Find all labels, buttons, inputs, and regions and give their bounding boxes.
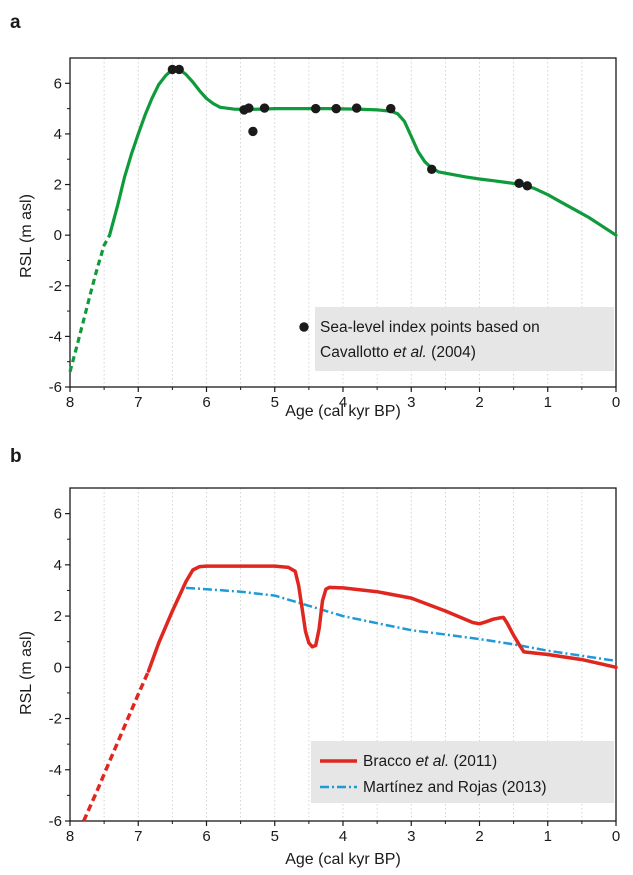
panel-b-xlabel: Age (cal kyr BP) (285, 851, 401, 868)
y-tick-label: -6 (49, 379, 62, 396)
x-tick-label: 4 (339, 828, 347, 845)
index-point (386, 103, 396, 114)
panel-b-legend: Bracco et al. (2011) Martínez and Rojas … (311, 741, 614, 803)
rsl-curve (108, 67, 618, 237)
y-tick-label: 4 (54, 557, 62, 574)
panel-a-legend-marker (299, 322, 309, 332)
panel-a-axes: 8 7 6 5 4 3 2 1 0 -6 -4 -2 0 2 4 6 (49, 57, 620, 411)
panel-b-legend-martinez: Martínez and Rojas (2013) (363, 779, 547, 796)
index-point (244, 103, 254, 113)
panel-a-legend-box (315, 307, 614, 371)
x-tick-label: 2 (475, 394, 483, 411)
y-tick-label: -2 (49, 711, 62, 728)
martinez-curve (185, 586, 617, 663)
index-point (167, 64, 178, 75)
y-tick-label: 2 (54, 608, 62, 625)
x-tick-label: 3 (407, 394, 415, 411)
legend-line2-year: (2004) (431, 344, 476, 361)
y-tick-label: -2 (49, 278, 62, 295)
panel-a-grid (103, 58, 583, 387)
index-point (174, 64, 184, 75)
index-point (248, 126, 258, 137)
y-tick-label: 6 (54, 75, 62, 92)
y-tick-label: 6 (54, 506, 62, 523)
panel-a-legend-line1: Sea-level index points based on (320, 319, 540, 336)
x-tick-label: 5 (271, 828, 279, 845)
panel-a: a 8 7 6 5 4 3 2 1 0 -6 -4 -2 0 2 4 6 Sea-level index po… (10, 12, 620, 420)
panel-a-legend-line2: Cavallotto et al. (2004) (320, 344, 476, 361)
y-tick-label: 4 (54, 126, 62, 143)
x-tick-label: 4 (339, 394, 347, 411)
legend-line2-author: Cavallotto (320, 344, 393, 361)
panel-b-axes: 8 7 6 5 4 3 2 1 0 -6 -4 -2 0 2 4 6 (49, 487, 620, 845)
panel-a-ylabel: RSL (m asl) (18, 194, 35, 278)
x-tick-label: 1 (544, 828, 552, 845)
legend-bracco-etal: et al. (416, 753, 450, 770)
index-point (522, 181, 532, 191)
index-point (514, 178, 524, 188)
x-tick-label: 6 (202, 828, 210, 845)
panel-a-legend: Sea-level index points based on Cavallot… (299, 307, 614, 371)
index-point (311, 103, 321, 114)
x-tick-label: 8 (66, 394, 74, 411)
panel-a-letter: a (10, 12, 21, 33)
y-tick-label: 0 (54, 227, 62, 244)
panel-a-xlabel: Age (cal kyr BP) (285, 403, 401, 420)
x-tick-label: 0 (612, 394, 620, 411)
x-tick-label: 5 (271, 394, 279, 411)
panel-b-legend-box (311, 741, 614, 803)
x-tick-label: 2 (475, 828, 483, 845)
x-tick-label: 0 (612, 828, 620, 845)
bracco-curve-dashed (82, 670, 151, 822)
y-tick-label: 0 (54, 659, 62, 676)
panel-b-letter: b (10, 446, 22, 467)
y-tick-label: -4 (49, 762, 62, 779)
index-point (427, 164, 437, 175)
y-tick-label: 2 (54, 177, 62, 194)
panel-b: b 8 7 6 5 4 3 2 1 0 -6 -4 -2 0 2 4 6 Bracco et al. (201… (10, 446, 620, 868)
legend-bracco-author: Bracco (363, 753, 416, 770)
rsl-curve-dashed (68, 234, 112, 373)
panel-a-data (68, 64, 618, 373)
x-tick-label: 1 (544, 394, 552, 411)
legend-bracco-year: (2011) (453, 753, 497, 770)
legend-line2-etal: et al. (393, 344, 427, 361)
y-tick-label: -4 (49, 328, 62, 345)
index-point (259, 103, 270, 113)
y-tick-label: -6 (49, 813, 62, 830)
panel-b-legend-bracco: Bracco et al. (2011) (363, 753, 497, 770)
x-tick-label: 3 (407, 828, 415, 845)
panel-b-data (82, 564, 618, 822)
x-tick-label: 7 (134, 394, 142, 411)
bracco-curve (146, 564, 618, 673)
x-tick-label: 6 (202, 394, 210, 411)
x-tick-label: 8 (66, 828, 74, 845)
index-point (351, 103, 362, 113)
x-tick-label: 7 (134, 828, 142, 845)
index-point (331, 103, 341, 114)
panel-b-ylabel: RSL (m asl) (18, 631, 35, 715)
